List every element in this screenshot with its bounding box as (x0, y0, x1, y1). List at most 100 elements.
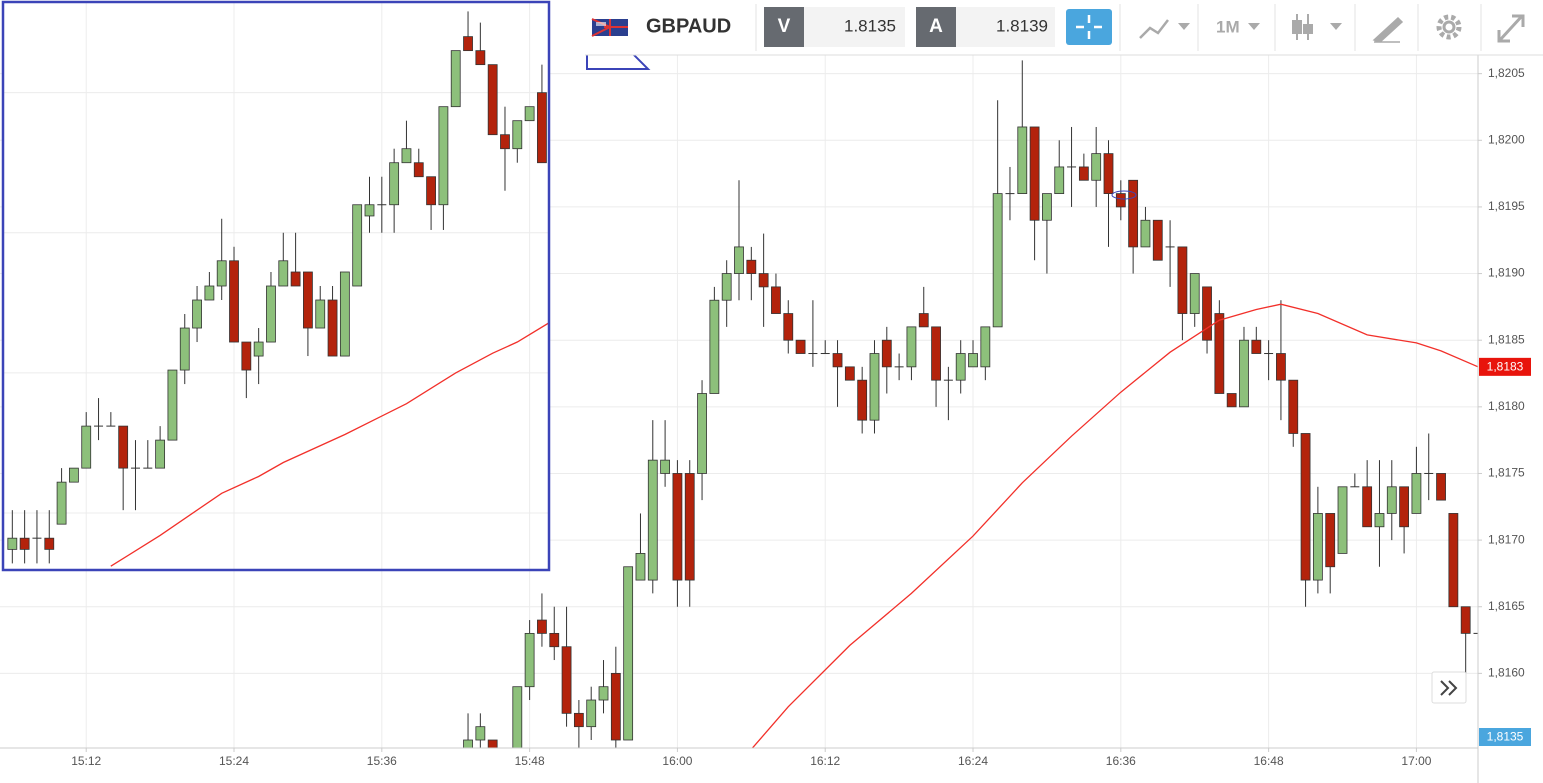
scroll-button[interactable] (1431, 671, 1467, 704)
candle-body (44, 537, 55, 550)
candle-body (955, 353, 966, 381)
candle-body (56, 481, 67, 525)
x-tick-label: 16:00 (662, 754, 692, 768)
chart-type-icon[interactable] (1139, 19, 1169, 39)
symbol[interactable]: GBPAUD (646, 15, 731, 37)
bid-price: 1.8135 (844, 16, 896, 35)
candle-body (143, 467, 153, 469)
candle-body (746, 259, 757, 274)
flag-detail (596, 22, 606, 26)
x-tick-label: 15:48 (515, 754, 545, 768)
y-tick-label: 1,8175 (1488, 466, 1525, 480)
candle-body (94, 425, 104, 427)
toolbar-background (585, 0, 1543, 55)
cursor-marker (1111, 190, 1137, 200)
timeframe[interactable]: 1M (1216, 17, 1240, 36)
candle-body (1042, 193, 1052, 221)
candle-body (1152, 219, 1163, 261)
candle-body (1067, 166, 1077, 168)
candle-body (463, 739, 473, 748)
candle-body (1165, 246, 1175, 248)
candle-body (266, 285, 276, 343)
ask-label: A (929, 16, 943, 37)
candle-body (1239, 339, 1249, 408)
candle-body (401, 148, 412, 164)
candle-body (709, 299, 720, 394)
scroll-button-frame[interactable] (1431, 671, 1467, 704)
candle-body (610, 672, 621, 741)
candle-body (943, 379, 953, 381)
candle-body (549, 632, 560, 648)
candle-body (487, 64, 498, 136)
candle-body (1115, 193, 1126, 208)
candle-body (734, 246, 744, 274)
candle-body (1029, 126, 1040, 221)
candle-body (906, 326, 917, 368)
candle-body (290, 271, 301, 287)
axes: 15:12 15:24 15:36 15:48 16:00 16:12 16:24 16:36… (71, 66, 1531, 768)
candle-body (1140, 219, 1151, 248)
ask-button[interactable] (916, 7, 956, 47)
candle-body (216, 260, 227, 287)
candle-body (1362, 486, 1373, 528)
candle-icon[interactable] (1292, 14, 1313, 40)
toolbar: GBPAUD V 1.8135 A 1.8139 1M (585, 0, 1543, 56)
candle-body (426, 176, 436, 206)
candle-body (1276, 353, 1286, 381)
candle-body (512, 120, 523, 150)
candle-body (413, 162, 424, 178)
bid-button[interactable] (764, 7, 804, 47)
y-tick-label: 1,8180 (1488, 399, 1525, 413)
candle-body (598, 686, 609, 701)
crosshair-button[interactable] (1066, 9, 1112, 45)
candle-body (327, 299, 338, 357)
candle-body (1312, 513, 1323, 581)
candle-body (537, 619, 547, 634)
candle-body (1264, 353, 1274, 355)
candle-body (1005, 193, 1015, 195)
candle-body (992, 193, 1003, 328)
candle-body (881, 339, 892, 368)
draw-icon[interactable] (1372, 16, 1404, 43)
candle-body (475, 50, 486, 66)
candle-body (315, 299, 326, 329)
fullscreen-icon[interactable] (1497, 14, 1525, 43)
candle-body (1214, 313, 1225, 394)
x-tick-label: 16:48 (1254, 754, 1284, 768)
candle-body (7, 537, 18, 550)
price-badge (1479, 728, 1531, 746)
candle-body (500, 134, 510, 150)
candle-body (81, 425, 92, 469)
candle-body (832, 353, 843, 368)
candle-body (487, 739, 498, 748)
x-tick-label: 16:12 (810, 754, 840, 768)
candle-body (1091, 153, 1102, 181)
x-tick-label: 16:24 (958, 754, 988, 768)
candle-body (931, 326, 941, 381)
candle-body (844, 366, 855, 381)
candle-body (1337, 486, 1348, 554)
moving-average (751, 303, 1478, 748)
candle-body (241, 341, 252, 371)
candle-icon-body (1292, 20, 1302, 34)
y-tick-label: 1,8165 (1488, 599, 1525, 613)
magnifier-frame (1, 0, 551, 572)
candle-body (573, 712, 584, 728)
candle-body (475, 726, 486, 741)
y-tick-label: 1,8185 (1488, 332, 1525, 346)
candle-body (894, 366, 904, 368)
candle-body (463, 36, 473, 52)
settings-icon[interactable] (1436, 14, 1462, 40)
candle-body (697, 393, 707, 474)
main-plot (463, 60, 1478, 748)
candle-body (253, 341, 264, 357)
candle-body (869, 353, 880, 421)
ask-price: 1.8139 (996, 16, 1048, 35)
candle-body (1054, 166, 1065, 194)
candle-body (647, 459, 658, 581)
candle-body (635, 553, 646, 581)
x-tick-label: 15:12 (71, 754, 101, 768)
candle-body (758, 273, 769, 288)
candle-body (155, 439, 166, 469)
candle-body (1288, 379, 1299, 434)
